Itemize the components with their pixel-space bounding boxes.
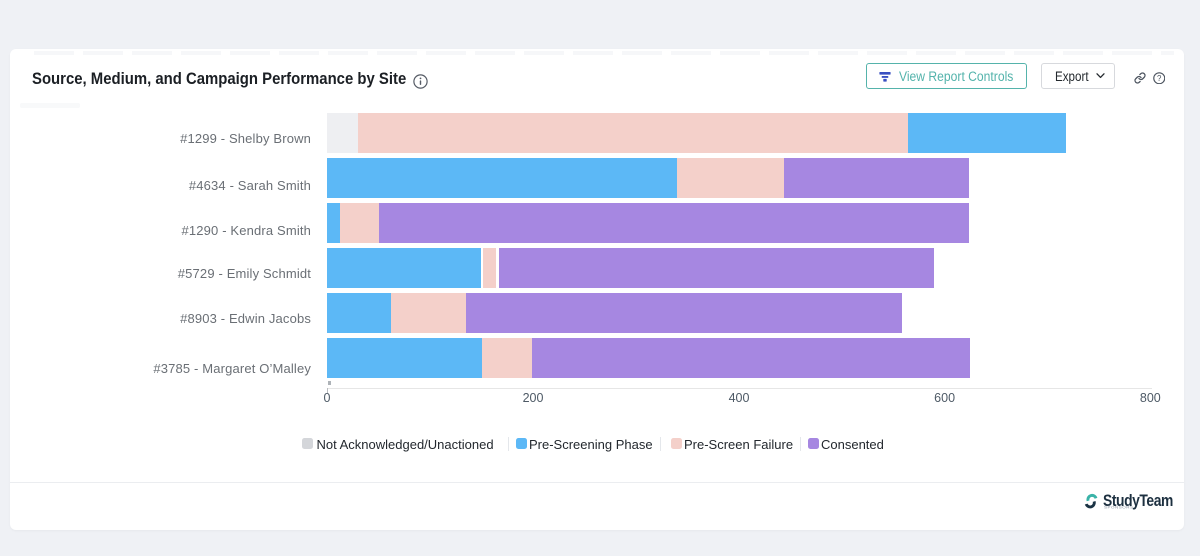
svg-text:?: ? [1157,74,1162,83]
